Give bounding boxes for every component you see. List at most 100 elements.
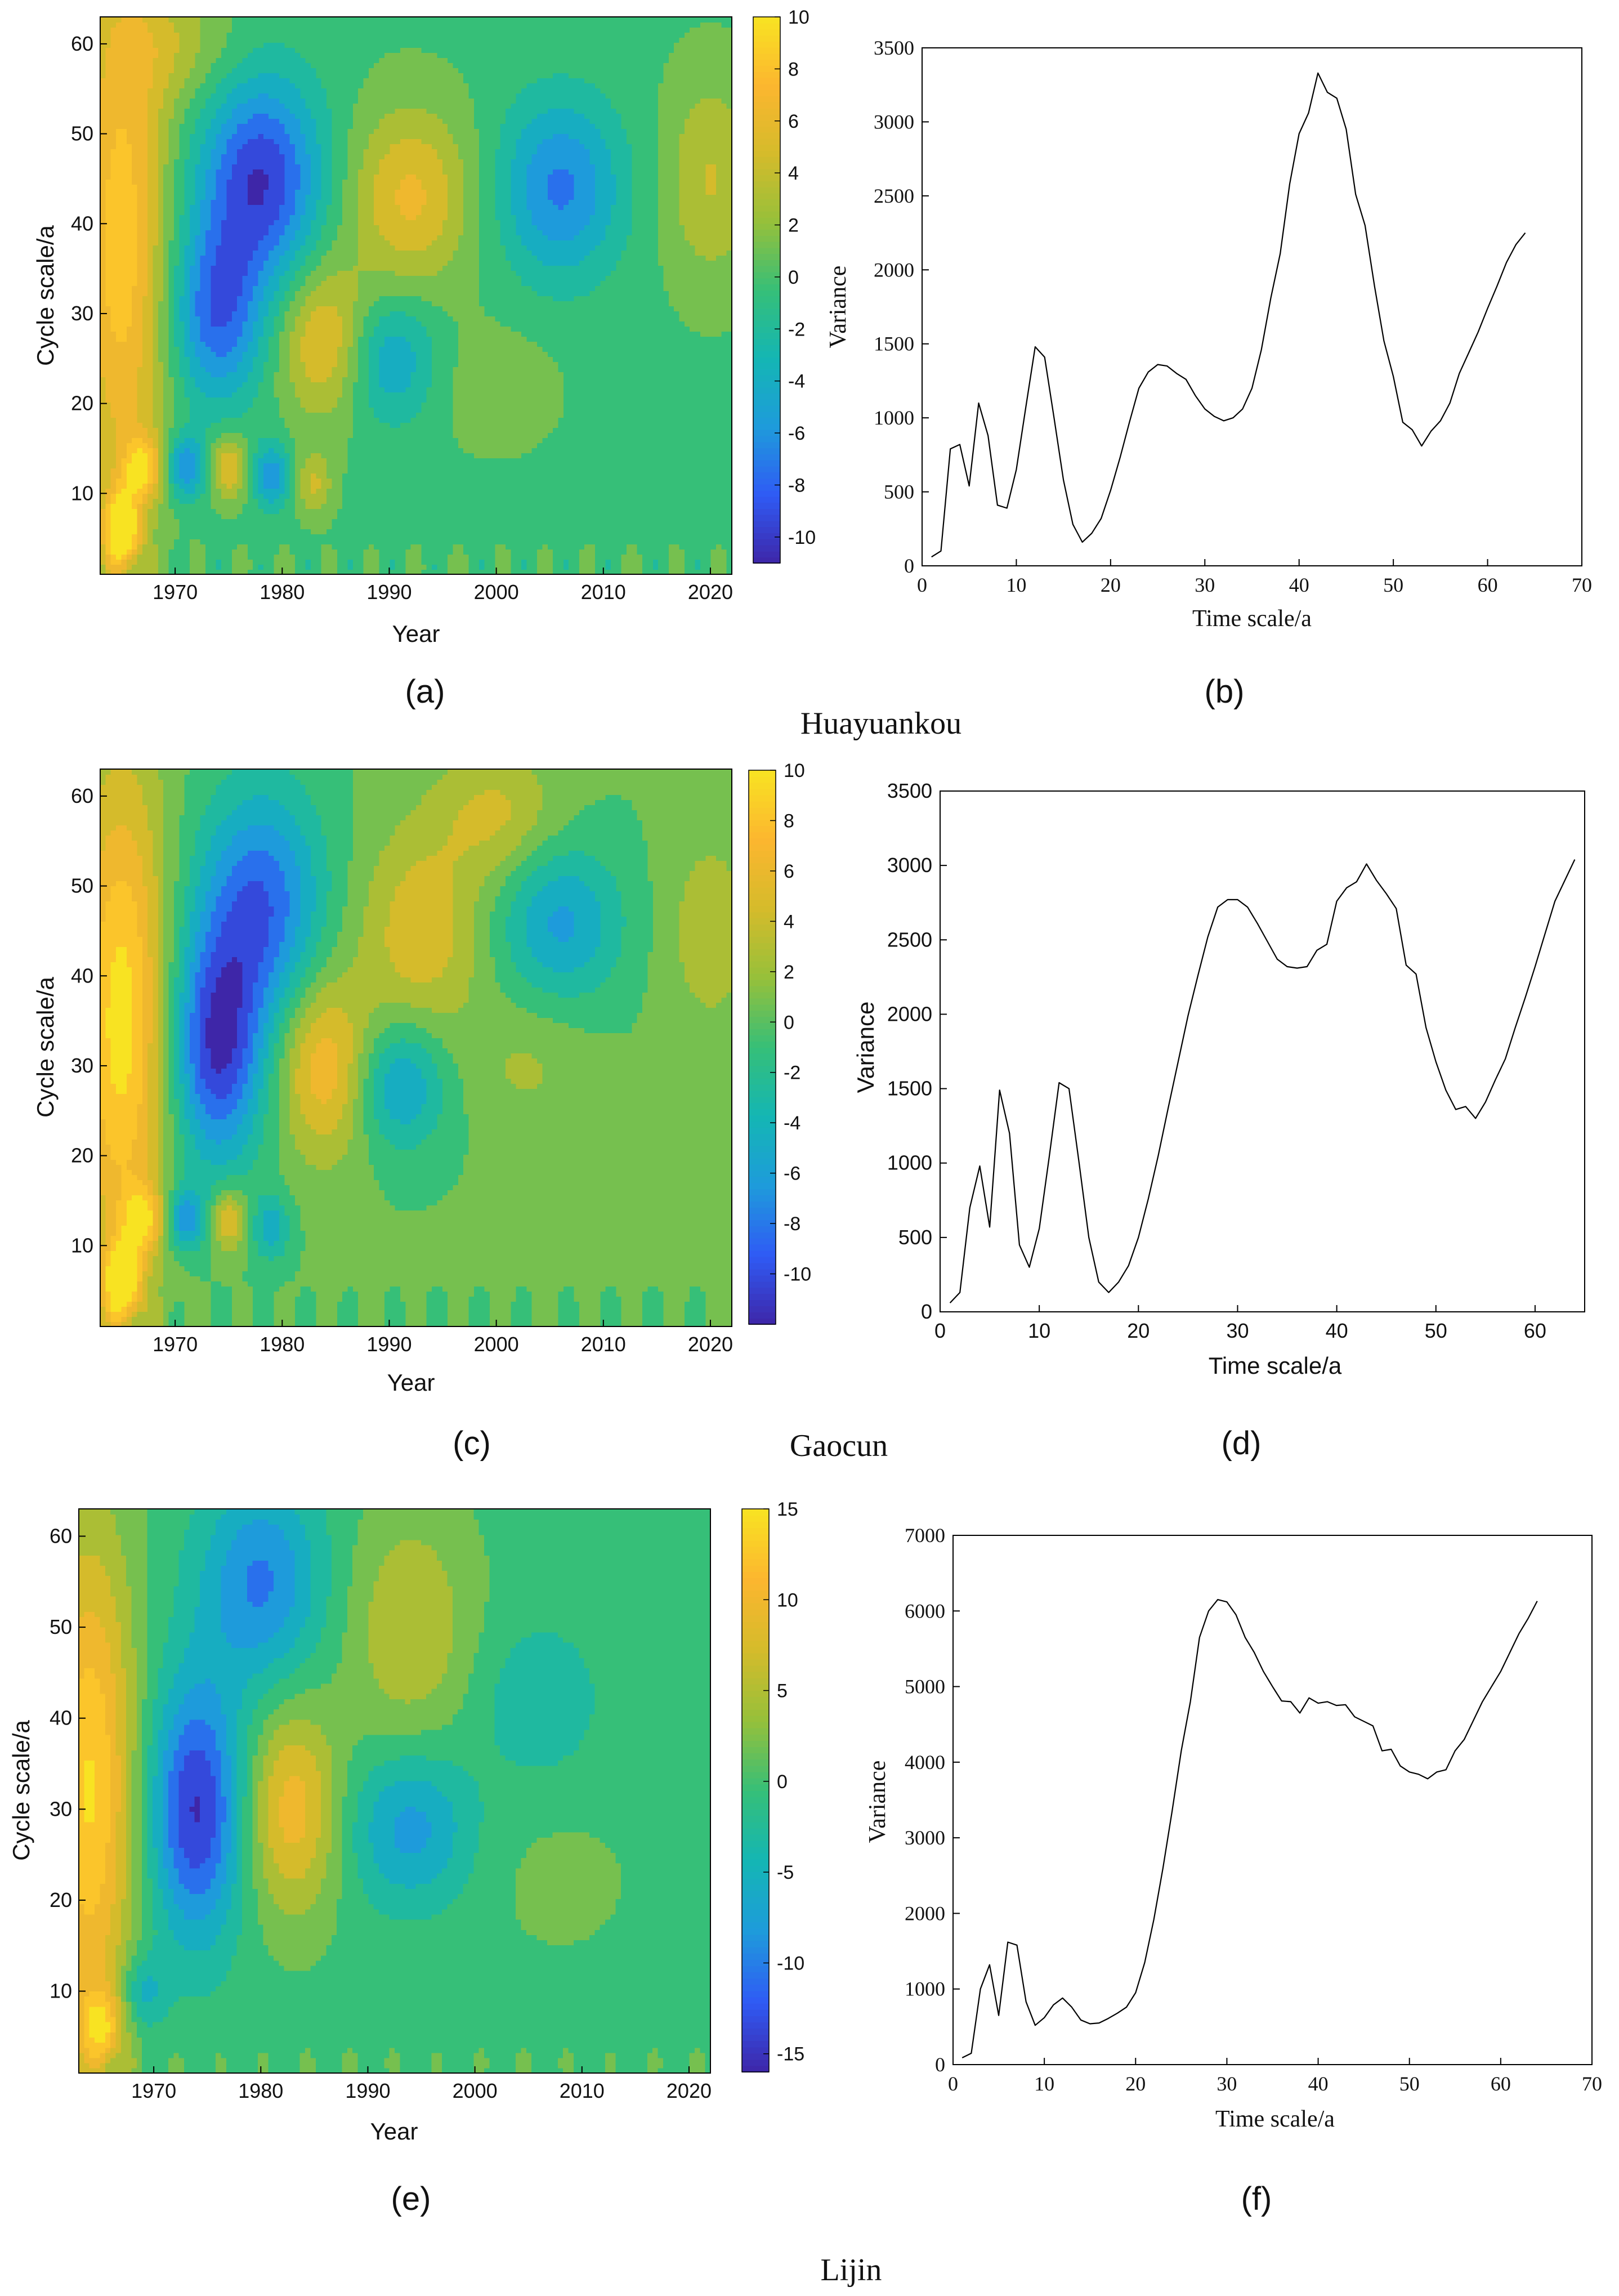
panel-a-colorbar-tick-label: 8: [788, 59, 799, 80]
panel-d-x-tick-label: 60: [1524, 1319, 1546, 1342]
panel-d-y-tick-label: 0: [921, 1300, 932, 1323]
panel-d-variance-line: [950, 860, 1575, 1303]
panel-c-y-axis-label: Cycle scale/a: [32, 976, 59, 1117]
panel-b-y-tick-label: 500: [884, 481, 914, 503]
panel-d-y-tick-label: 500: [898, 1226, 932, 1249]
panel-e-colorbar-tick-label: -10: [777, 1953, 804, 1974]
panel-a-y-tick-label: 60: [71, 32, 93, 55]
panel-c-x-tick-label: 1980: [260, 1333, 305, 1356]
panel-c-colorbar-tick-label: 8: [784, 810, 794, 832]
panel-d-x-tick-label: 50: [1425, 1319, 1447, 1342]
panel-d-x-tick-label: 40: [1326, 1319, 1348, 1342]
panel-a-colorbar-tick-label: 2: [788, 215, 799, 236]
panel-a-x-tick-label: 1980: [260, 580, 305, 604]
panel-d-y-tick-label: 3500: [887, 779, 932, 802]
panel-c-y-tick-label: 10: [71, 1234, 93, 1257]
panel-d-y-tick-label: 1500: [887, 1077, 932, 1100]
panel-e-label: (e): [391, 2181, 431, 2217]
panel-f-plot-frame: [953, 1535, 1592, 2065]
panel-f-y-tick-label: 6000: [905, 1600, 945, 1622]
panel-d-variance-chart: 0 10 20 30 40 50 60050010001500200025003000350…: [852, 779, 1585, 1462]
panel-f-x-tick-label: 70: [1582, 2072, 1602, 2095]
panel-c-x-tick-label: 1970: [153, 1333, 198, 1356]
panel-b-x-tick-label: 40: [1289, 574, 1309, 596]
panel-a-label: (a): [405, 673, 445, 710]
panel-d-y-tick-label: 3000: [887, 854, 932, 877]
panel-d-x-tick-label: 10: [1028, 1319, 1050, 1342]
panel-b-y-tick-label: 3000: [874, 110, 914, 133]
panel-a-colorbar-tick-label: 10: [788, 7, 810, 28]
panel-e-colorbar-tick-label: -5: [777, 1862, 794, 1883]
panel-b-y-tick-label: 3500: [874, 37, 914, 59]
panel-c-colorbar-tick-label: -8: [784, 1213, 800, 1235]
panel-f-x-tick-label: 10: [1034, 2072, 1054, 2095]
panel-a-y-tick-label: 30: [71, 302, 93, 325]
panel-d-y-axis-label: Variance: [852, 1002, 879, 1093]
panel-f-y-tick-label: 5000: [905, 1676, 945, 1698]
station-name-lijin: Lijin: [821, 2253, 882, 2288]
panel-f-y-axis-label: Variance: [865, 1761, 891, 1843]
panel-a-x-tick-label: 1970: [153, 580, 198, 604]
panel-d-x-tick-label: 0: [934, 1319, 946, 1342]
panel-a-colorbar-tick-label: -8: [788, 475, 805, 496]
panel-f-y-tick-label: 2000: [905, 1902, 945, 1924]
panel-b-plot-frame: [922, 48, 1582, 566]
panel-c-label: (c): [453, 1425, 491, 1462]
panel-d-y-tick-label: 1000: [887, 1151, 932, 1174]
panel-b-label: (b): [1205, 673, 1245, 710]
panel-a-x-tick-label: 2010: [581, 580, 626, 604]
panel-c-x-tick-label: 2010: [581, 1333, 626, 1356]
panel-e-x-tick-label: 1970: [131, 2079, 176, 2102]
panel-b-y-tick-label: 1000: [874, 407, 914, 429]
panel-b-y-tick-label: 0: [904, 555, 914, 577]
station-name-huayuankou: Huayuankou: [800, 706, 961, 741]
panel-f-y-tick-label: 0: [935, 2053, 945, 2076]
panel-f-y-tick-label: 4000: [905, 1751, 945, 1774]
panel-a-y-tick-label: 10: [71, 481, 93, 504]
panel-e-contour-chart: 1970 1980 1990 2000 2010 20201020304050601510…: [8, 1499, 804, 2217]
panel-a-y-tick-label: 20: [71, 392, 93, 415]
panel-b-variance-chart: 0 10 20 30 40 50 60 700500100015002000250030003…: [825, 37, 1592, 710]
panel-b-x-tick-label: 60: [1478, 574, 1498, 596]
panel-a-y-tick-label: 40: [71, 212, 93, 235]
panel-a-colorbar-tick-label: 6: [788, 111, 799, 132]
panel-f-x-tick-label: 60: [1491, 2072, 1511, 2095]
panel-b-x-tick-label: 10: [1006, 574, 1026, 596]
panel-c-x-tick-label: 1990: [366, 1333, 412, 1356]
panel-f-variance-line: [962, 1600, 1537, 2058]
panel-d-x-tick-label: 30: [1226, 1319, 1249, 1342]
panel-c-colorbar-tick-label: 4: [784, 911, 794, 932]
panel-c-colorbar-tick-label: 6: [784, 861, 794, 882]
panel-c-colorbar-tick-label: -6: [784, 1163, 800, 1185]
panel-e-x-axis-label: Year: [370, 2118, 418, 2145]
panel-f-y-tick-label: 7000: [905, 1524, 945, 1547]
panel-b-x-tick-label: 20: [1101, 574, 1121, 596]
panel-c-x-tick-label: 2020: [688, 1333, 733, 1356]
panel-f-x-axis-label: Time scale/a: [1215, 2106, 1335, 2132]
panel-c-colorbar-tick-label: 10: [784, 760, 805, 781]
panel-e-y-axis-label: Cycle scale/a: [8, 1719, 34, 1860]
panel-f-x-tick-label: 40: [1308, 2072, 1329, 2095]
panel-c-colorbar-tick-label: -4: [784, 1113, 800, 1134]
panel-e-colorbar-tick-label: 10: [777, 1589, 798, 1611]
panel-b-x-tick-label: 30: [1195, 574, 1215, 596]
panel-e-colorbar-tick-label: 5: [777, 1681, 788, 1702]
panel-f-x-tick-label: 30: [1217, 2072, 1237, 2095]
panel-c-contour-field: [100, 769, 732, 1327]
panel-e-y-tick-label: 20: [50, 1888, 72, 1911]
panel-d-x-axis-label: Time scale/a: [1209, 1352, 1342, 1379]
panel-e-y-tick-label: 10: [50, 1980, 72, 2003]
panel-a-contour-field: [100, 17, 732, 575]
panel-f-y-tick-label: 3000: [905, 1826, 945, 1849]
station-name-gaocun: Gaocun: [790, 1428, 888, 1463]
panel-a-y-tick-label: 50: [71, 122, 93, 145]
panel-a-x-axis-label: Year: [392, 620, 440, 647]
panel-b-y-tick-label: 1500: [874, 333, 914, 355]
panel-c-contour-chart: 1970 1980 1990 2000 2010 20201020304050601086…: [32, 760, 811, 1462]
panel-c-y-tick-label: 30: [71, 1054, 93, 1077]
panel-a-contour-chart: 1970 1980 1990 2000 2010 20201020304050601086…: [32, 7, 816, 710]
panel-b-x-tick-label: 70: [1572, 574, 1592, 596]
panel-d-plot-frame: [940, 791, 1585, 1312]
